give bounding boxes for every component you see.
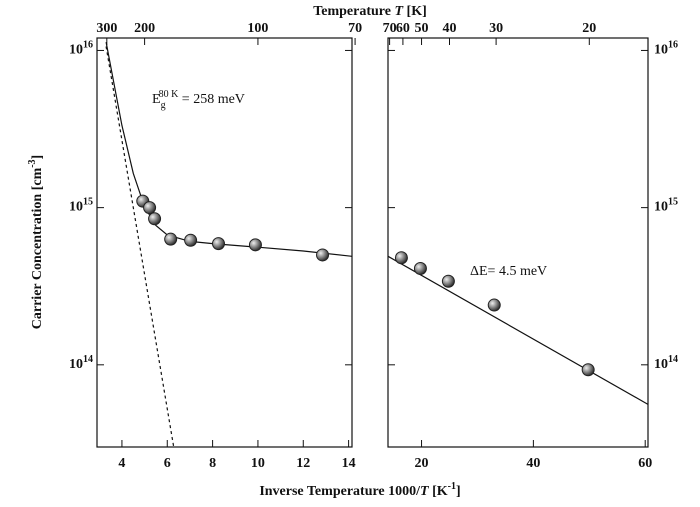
x2-tick-label: 40 [443, 21, 457, 36]
annotation-part: ΔE= 4.5 meV [470, 264, 547, 279]
y-tick-exponent: 16 [83, 39, 93, 50]
x-axis-title-part: [K [429, 484, 448, 499]
x2-tick-label: 20 [582, 21, 596, 36]
annotation: Eg80 K = 258 meV [152, 89, 245, 111]
y-tick-base: 10 [69, 43, 83, 58]
top-axis-title-part: Temperature [313, 4, 394, 19]
fit-line [105, 41, 352, 257]
data-point [211, 237, 225, 251]
x-tick-label: 10 [251, 456, 265, 471]
x-tick-label: 60 [638, 456, 652, 471]
dashed-line [105, 46, 175, 447]
data-point [248, 238, 262, 252]
x-tick-label: 6 [164, 456, 171, 471]
x2-tick-label: 100 [247, 21, 268, 36]
y-axis-title-part: -3 [27, 159, 38, 167]
data-point [143, 201, 157, 215]
annotation-part: = 258 meV [178, 92, 245, 107]
y-axis-title-part: ] [30, 155, 45, 160]
x2-tick-label: 30 [489, 21, 503, 36]
top-axis-title: Temperature T [K] [313, 4, 427, 19]
y-axis-title: Carrier Concentration [cm-3] [27, 155, 45, 329]
y-tick-base: 10 [69, 200, 83, 215]
y-tick-exponent: 14 [668, 354, 678, 365]
data-point [184, 233, 198, 247]
annotation-part: 80 K [159, 89, 180, 100]
data-point [581, 363, 595, 377]
x2-tick-label: 70 [383, 21, 397, 36]
data-point [413, 261, 427, 275]
annotation: ΔE= 4.5 meV [470, 264, 547, 279]
data-point [441, 274, 455, 288]
x-tick-label: 8 [209, 456, 216, 471]
x2-tick-label: 200 [134, 21, 155, 36]
top-axis-title-part: [K] [403, 4, 427, 19]
x2-tick-label: 300 [96, 21, 117, 36]
x-axis-title-part: ] [456, 484, 461, 499]
y-tick-label: 1014 [654, 354, 678, 372]
x-axis-title: Inverse Temperature 1000/T [K-1] [259, 481, 460, 499]
x2-tick-label: 50 [415, 21, 429, 36]
y-tick-exponent: 15 [83, 196, 93, 207]
series-group [105, 41, 352, 447]
x2-tick-label: 70 [348, 21, 362, 36]
y-tick-base: 10 [69, 357, 83, 372]
x-axis-title-part: -1 [448, 481, 456, 492]
data-point [394, 251, 408, 265]
y-tick-label: 1016 [654, 39, 678, 57]
y-tick-exponent: 16 [668, 39, 678, 50]
x-tick-label: 40 [526, 456, 540, 471]
y-tick-label: 1015 [69, 196, 93, 214]
y-tick-label: 1014 [69, 354, 93, 372]
y-tick-base: 10 [654, 43, 668, 58]
x-tick-label: 14 [342, 456, 356, 471]
x-axis-title-part: T [420, 484, 430, 499]
y-tick-label: 1015 [654, 196, 678, 214]
data-point [487, 298, 501, 312]
fit-line [388, 255, 648, 405]
top-axis-title-part: T [394, 4, 404, 19]
annotation-part: E [152, 92, 161, 107]
data-point [148, 212, 162, 226]
plot-frame [96, 37, 353, 448]
data-point [164, 232, 178, 246]
x-tick-label: 4 [118, 456, 125, 471]
x-tick-label: 20 [415, 456, 429, 471]
y-tick-base: 10 [654, 200, 668, 215]
y-tick-base: 10 [654, 357, 668, 372]
series-group [388, 251, 648, 405]
x2-tick-label: 60 [396, 21, 410, 36]
y-tick-exponent: 14 [83, 354, 93, 365]
y-tick-exponent: 15 [668, 196, 678, 207]
x-tick-label: 12 [296, 456, 310, 471]
x-axis-title-part: Inverse Temperature 1000/ [259, 484, 421, 499]
annotation-part: g [161, 100, 166, 111]
y-tick-label: 1016 [69, 39, 93, 57]
y-axis-title-part: Carrier Concentration [cm [30, 167, 45, 329]
plot-frame [387, 37, 649, 448]
data-point [316, 248, 330, 262]
